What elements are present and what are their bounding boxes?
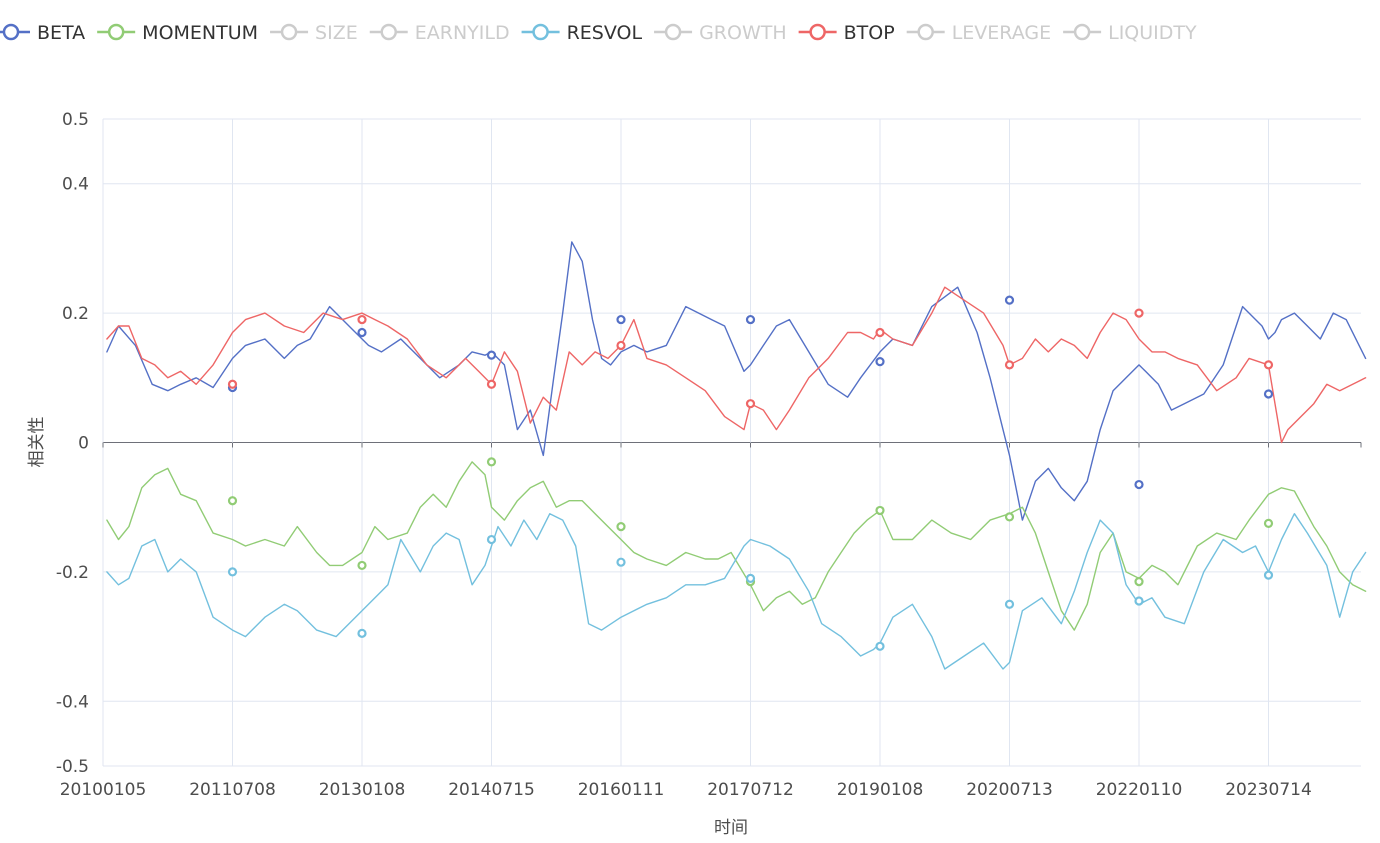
data-point-momentum[interactable] [616,522,626,532]
legend-item-resvol[interactable]: RESVOL [521,22,643,44]
y-tick-label: -0.5 [56,757,89,777]
data-point-btop[interactable] [745,399,756,409]
data-point-resvol[interactable] [227,567,238,577]
series-lines [106,241,1367,670]
data-point-resvol[interactable] [616,557,626,567]
y-tick-label: -0.2 [56,563,89,583]
data-point-beta[interactable] [486,350,497,360]
data-point-btop[interactable] [227,379,238,389]
legend-label: BETA [37,22,85,44]
legend-label: BTOP [844,22,895,44]
x-axis-ticks: 20100105 20110708 20130108 20140715 20160111… [60,780,1312,800]
legend-circle-icon [280,23,298,41]
legend-item-liquidty[interactable]: LIQUIDTY [1063,22,1197,44]
legend-circle-icon [380,23,397,41]
data-point-momentum[interactable] [486,457,497,467]
x-tick-label: 20230714 [1225,780,1312,800]
data-point-resvol[interactable] [1263,570,1274,580]
data-point-resvol[interactable] [1004,599,1015,609]
data-point-beta[interactable] [616,314,626,325]
x-tick-label: 20130108 [319,780,406,800]
x-tick-label: 20200713 [966,780,1053,800]
y-tick-label: 0.2 [62,304,89,324]
legend-label: LIQUIDTY [1108,22,1197,44]
data-point-btop[interactable] [1004,360,1015,370]
legend-item-growth[interactable]: GROWTH [654,22,787,44]
series-line-btop [106,286,1367,444]
x-tick-label: 20220110 [1096,780,1183,800]
legend-circle-icon [107,23,125,41]
data-point-momentum[interactable] [1134,577,1144,587]
legend-label: LEVERAGE [952,22,1051,44]
data-point-btop[interactable] [1134,308,1144,318]
y-tick-label: 0.4 [62,175,89,195]
x-tick-label: 20170712 [707,780,794,800]
legend-circle-icon [917,23,934,41]
data-point-btop[interactable] [1263,360,1274,370]
data-point-beta[interactable] [1263,389,1274,399]
data-point-momentum[interactable] [357,560,367,571]
legend-label: RESVOL [567,22,643,44]
legend-label: GROWTH [699,22,787,44]
legend-label: MOMENTUM [142,22,258,44]
y-tick-label: 0 [78,434,89,454]
legend-item-size[interactable]: SIZE [270,22,358,44]
data-point-resvol[interactable] [486,534,497,545]
legend-item-leverage[interactable]: LEVERAGE [906,22,1051,44]
data-point-btop[interactable] [357,314,367,325]
legend-item-btop[interactable]: BTOP [798,22,895,44]
legend-label: SIZE [315,22,358,44]
data-point-beta[interactable] [1004,295,1015,305]
legend-label: EARNYILD [415,22,510,44]
data-point-beta[interactable] [875,357,885,367]
legend-circle-icon [532,23,549,41]
data-point-resvol[interactable] [1134,596,1144,606]
y-tick-label: -0.4 [56,692,89,712]
x-tick-label: 20190108 [837,780,924,800]
y-axis-title: 相关性 [27,417,47,468]
series-line-momentum [106,461,1367,631]
data-point-btop[interactable] [486,379,497,389]
legend-item-beta[interactable]: BETA [0,22,85,44]
legend-circle-icon [664,23,682,41]
data-point-momentum[interactable] [227,496,238,506]
x-tick-label: 20100105 [60,780,147,800]
legend-circle-icon [809,23,826,41]
data-point-momentum[interactable] [1004,512,1015,522]
series-markers [227,295,1274,651]
grid-lines [102,118,1362,767]
x-tick-label: 20160111 [578,780,665,800]
legend-item-momentum[interactable]: MOMENTUM [97,22,258,44]
data-point-btop[interactable] [875,327,885,338]
data-point-resvol[interactable] [357,628,367,638]
data-point-momentum[interactable] [1263,518,1274,528]
data-point-beta[interactable] [745,314,756,325]
x-tick-label: 20140715 [448,780,535,800]
y-tick-label: 0.5 [62,110,89,130]
y-axis-ticks: 0.5 0.4 0.2 0 -0.2 -0.4 -0.5 [56,110,89,777]
data-point-resvol[interactable] [875,641,885,651]
legend: BETA MOMENTUM SIZE EARNYILD RESVOL GROWTH BTOP… [0,22,1197,44]
x-tick-label: 20110708 [189,780,276,800]
series-line-beta [106,241,1367,521]
data-point-beta[interactable] [357,327,367,338]
data-point-beta[interactable] [1134,479,1144,490]
data-point-momentum[interactable] [875,505,885,516]
series-line-resvol [106,513,1367,670]
x-axis-title: 时间 [714,818,748,838]
legend-item-earnyild[interactable]: EARNYILD [369,22,510,44]
legend-circle-icon [1073,23,1091,41]
data-point-btop[interactable] [616,340,626,351]
data-point-resvol[interactable] [745,573,756,583]
legend-circle-icon [2,23,20,41]
